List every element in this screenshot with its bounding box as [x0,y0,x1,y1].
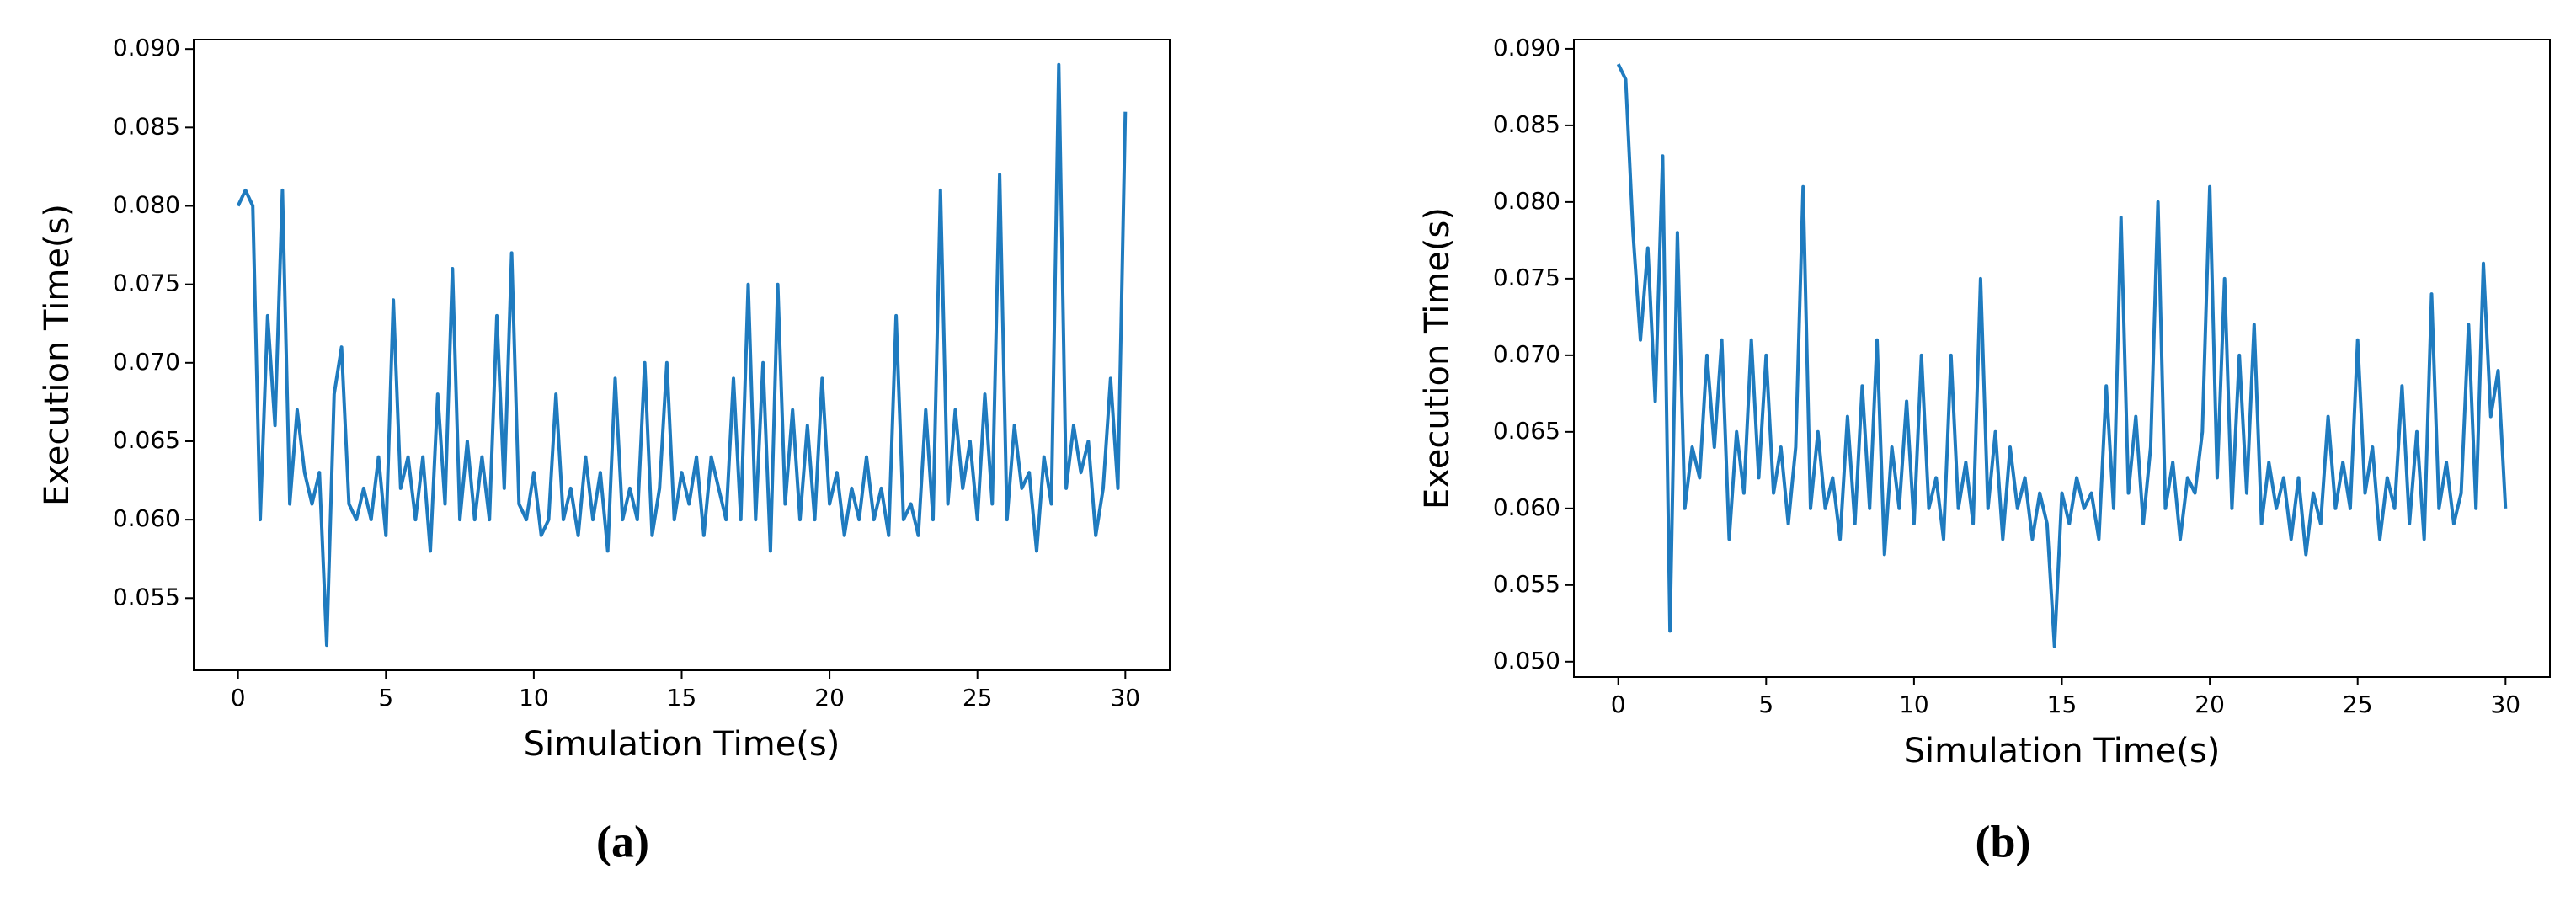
y-tick-label: 0.055 [113,583,180,610]
y-tick-label: 0.090 [113,34,180,61]
x-tick-label: 5 [378,684,393,712]
y-tick-label: 0.050 [1493,647,1560,674]
y-tick-label: 0.055 [1493,570,1560,598]
y-tick-label: 0.065 [113,426,180,454]
x-tick-label: 5 [1758,690,1773,718]
y-tick-label: 0.070 [1493,340,1560,368]
y-tick-label: 0.080 [113,190,180,218]
y-tick-label: 0.065 [1493,417,1560,445]
y-tick-label: 0.060 [1493,493,1560,521]
plot-frame [1573,39,2551,678]
x-tick-label: 25 [2343,690,2373,718]
plot-frame [193,39,1171,671]
x-tick-label: 10 [519,684,549,712]
x-tick-label: 15 [667,684,697,712]
y-tick-label: 0.060 [113,504,180,532]
x-tick-label: 0 [1611,690,1626,718]
x-tick-label: 10 [1899,690,1929,718]
y-axis-label: Execution Time(s) [1418,207,1457,509]
data-line [1616,63,2508,648]
y-tick-label: 0.080 [1493,187,1560,215]
y-tick-label: 0.075 [1493,264,1560,291]
x-axis-label: Simulation Time(s) [524,725,840,764]
y-axis-label: Execution Time(s) [38,204,77,506]
y-tick-label: 0.090 [1493,34,1560,61]
data-line [236,62,1128,648]
x-tick-label: 30 [1110,684,1140,712]
y-tick-label: 0.070 [113,348,180,376]
x-tick-label: 15 [2047,690,2077,718]
caption: (a) [596,816,649,866]
x-tick-label: 30 [2490,690,2520,718]
x-tick-label: 20 [2195,690,2225,718]
caption: (b) [1976,816,2031,866]
x-tick-label: 0 [231,684,246,712]
x-axis-label: Simulation Time(s) [1904,732,2221,770]
y-tick-label: 0.085 [113,112,180,140]
x-tick-label: 20 [814,684,845,712]
y-tick-label: 0.075 [113,269,180,297]
x-tick-label: 25 [963,684,993,712]
y-tick-label: 0.085 [1493,110,1560,138]
